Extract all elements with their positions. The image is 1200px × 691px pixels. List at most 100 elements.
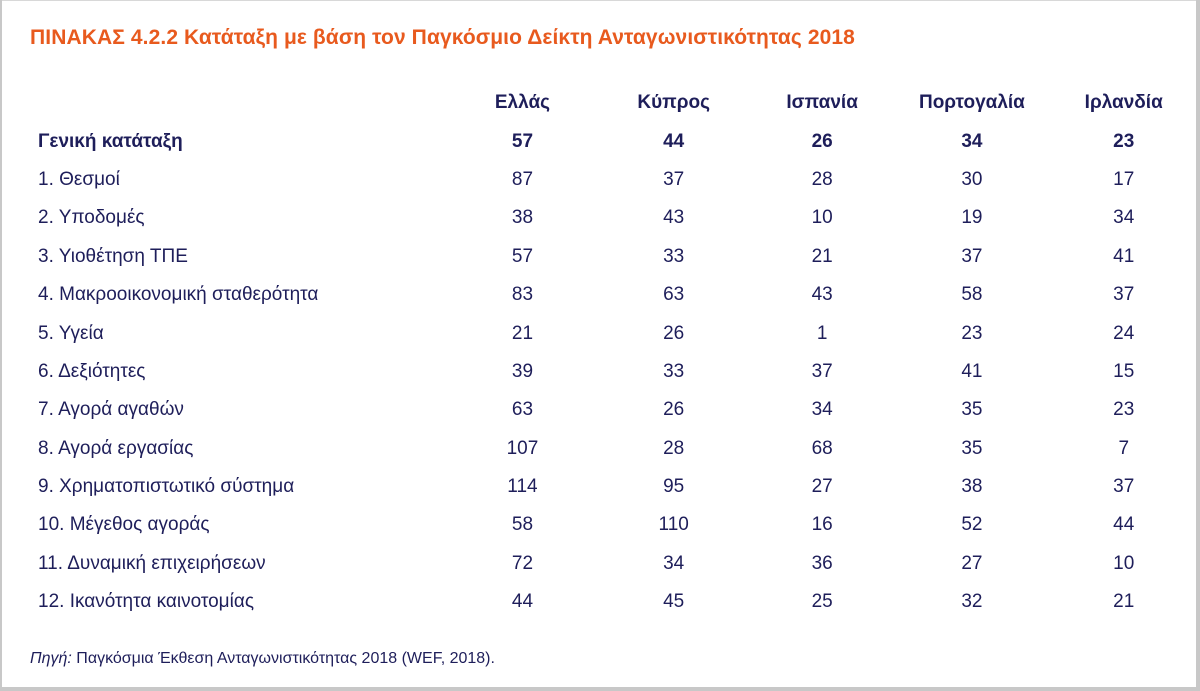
rank-cell: 21 (1113, 591, 1135, 613)
rank-cell: 15 (1113, 360, 1135, 382)
table-title: ΠΙΝΑΚΑΣ 4.2.2 Κατάταξη με βάση τον Παγκό… (30, 26, 855, 49)
table-row: 9. Χρηματοπιστωτικό σύστημα 114 95 27 38 37 (28, 468, 1200, 506)
rank-cell: 25 (811, 591, 833, 613)
table-row: 2. Υποδομές 38 43 10 19 34 (28, 199, 1200, 237)
rank-cell: 83 (511, 284, 534, 306)
rank-cell: 10 (1113, 552, 1135, 574)
table-row: 5. Υγεία 21 26 1 23 24 (28, 314, 1200, 352)
rank-cell: 33 (663, 360, 685, 382)
rank-cell: 17 (1113, 168, 1135, 190)
table-row: 11. Δυναμική επιχειρήσεων 72 34 36 27 10 (28, 545, 1200, 583)
rank-cell: 26 (663, 399, 685, 421)
rank-cell: 27 (961, 552, 983, 574)
overall-rank-row: Γενική κατάταξη 57 44 26 34 23 (28, 122, 1200, 160)
column-header: Ισπανία (786, 92, 858, 114)
rank-cell: 44 (1113, 514, 1135, 536)
ranking-table: Ελλάς Κύπρος Ισπανία Πορτογαλία Ιρλανδία… (28, 84, 1200, 621)
rank-cell: 44 (663, 130, 685, 152)
rank-cell: 37 (961, 245, 983, 267)
rank-cell: 7 (1118, 437, 1130, 459)
header-row: Ελλάς Κύπρος Ισπανία Πορτογαλία Ιρλανδία (28, 84, 1200, 122)
rank-cell: 57 (511, 130, 534, 152)
rank-cell: 37 (811, 360, 833, 382)
rank-cell: 57 (511, 245, 534, 267)
rank-cell: 52 (961, 514, 983, 536)
column-header: Κύπρος (637, 92, 710, 114)
source-footnote: Πηγή: Παγκόσμια Έκθεση Ανταγωνιστικότητα… (30, 650, 495, 668)
rank-cell: 27 (811, 476, 833, 498)
rank-cell: 36 (811, 552, 833, 574)
row-label: 7. Αγορά αγαθών (38, 399, 184, 421)
rank-cell: 63 (663, 284, 685, 306)
table-row: 12. Ικανότητα καινοτομίας 44 45 25 32 21 (28, 583, 1200, 621)
rank-cell: 87 (511, 168, 534, 190)
frame-left-edge (0, 0, 2, 691)
rank-cell: 10 (811, 207, 833, 229)
rank-cell: 38 (961, 476, 983, 498)
table-row: 8. Αγορά εργασίας 107 28 68 35 7 (28, 430, 1200, 468)
rank-cell: 26 (663, 322, 685, 344)
row-label: 9. Χρηματοπιστωτικό σύστημα (38, 476, 295, 498)
rank-cell: 30 (961, 168, 983, 190)
rank-cell: 58 (511, 514, 534, 536)
row-label: 1. Θεσμοί (38, 168, 120, 190)
rank-cell: 68 (811, 437, 833, 459)
rank-cell: 23 (1113, 130, 1135, 152)
rank-cell: 23 (961, 322, 983, 344)
rank-cell: 63 (511, 399, 534, 421)
table-row: 3. Υιοθέτηση ΤΠΕ 57 33 21 37 41 (28, 238, 1200, 276)
row-label: 10. Μέγεθος αγοράς (38, 514, 210, 536)
rank-cell: 28 (663, 437, 685, 459)
rank-cell: 16 (811, 514, 833, 536)
rank-cell: 39 (511, 360, 534, 382)
rank-cell: 43 (811, 284, 833, 306)
rank-cell: 1 (816, 322, 828, 344)
rank-cell: 41 (961, 360, 983, 382)
rank-cell: 37 (1113, 476, 1135, 498)
rank-cell: 110 (658, 514, 689, 536)
rank-cell: 45 (663, 591, 685, 613)
rank-cell: 34 (663, 552, 685, 574)
table-row: 4. Μακροοικονομική σταθερότητα 83 63 43 58 37 (28, 276, 1200, 314)
rank-cell: 41 (1113, 245, 1135, 267)
rank-cell: 28 (811, 168, 833, 190)
rank-cell: 24 (1113, 322, 1135, 344)
rank-cell: 72 (511, 552, 534, 574)
frame-right-shadow (1196, 0, 1200, 691)
rank-cell: 95 (663, 476, 685, 498)
row-label: 6. Δεξιότητες (38, 360, 146, 382)
rank-cell: 33 (663, 245, 685, 267)
row-label: 12. Ικανότητα καινοτομίας (38, 591, 254, 613)
row-label: 8. Αγορά εργασίας (38, 437, 194, 459)
rank-cell: 23 (1113, 399, 1135, 421)
row-label: 4. Μακροοικονομική σταθερότητα (38, 284, 319, 306)
row-label: 2. Υποδομές (38, 207, 145, 229)
rank-cell: 34 (1113, 207, 1135, 229)
rank-cell: 44 (511, 591, 534, 613)
frame-bottom-shadow (0, 687, 1200, 691)
column-header: Ιρλανδία (1084, 92, 1163, 114)
table-row: 10. Μέγεθος αγοράς 58 110 16 52 44 (28, 506, 1200, 544)
table-row: 7. Αγορά αγαθών 63 26 34 35 23 (28, 391, 1200, 429)
row-label: 11. Δυναμική επιχειρήσεων (38, 552, 266, 574)
table-row: 1. Θεσμοί 87 37 28 30 17 (28, 161, 1200, 199)
rank-cell: 37 (1113, 284, 1135, 306)
rank-cell: 21 (811, 245, 833, 267)
rank-cell: 19 (961, 207, 983, 229)
rank-cell: 114 (507, 476, 538, 498)
rank-cell: 38 (511, 207, 534, 229)
row-label: 5. Υγεία (38, 322, 104, 344)
row-label: 3. Υιοθέτηση ΤΠΕ (38, 245, 188, 267)
rank-cell: 32 (961, 591, 983, 613)
rank-cell: 107 (506, 437, 539, 459)
column-header: Πορτογαλία (918, 92, 1025, 114)
rank-cell: 58 (961, 284, 983, 306)
source-label: Πηγή: (30, 650, 72, 667)
row-label: Γενική κατάταξη (38, 130, 183, 152)
rank-cell: 26 (811, 130, 833, 152)
rank-cell: 35 (961, 399, 983, 421)
rank-cell: 34 (811, 399, 833, 421)
table-row: 6. Δεξιότητες 39 33 37 41 15 (28, 353, 1200, 391)
rank-cell: 37 (663, 168, 685, 190)
